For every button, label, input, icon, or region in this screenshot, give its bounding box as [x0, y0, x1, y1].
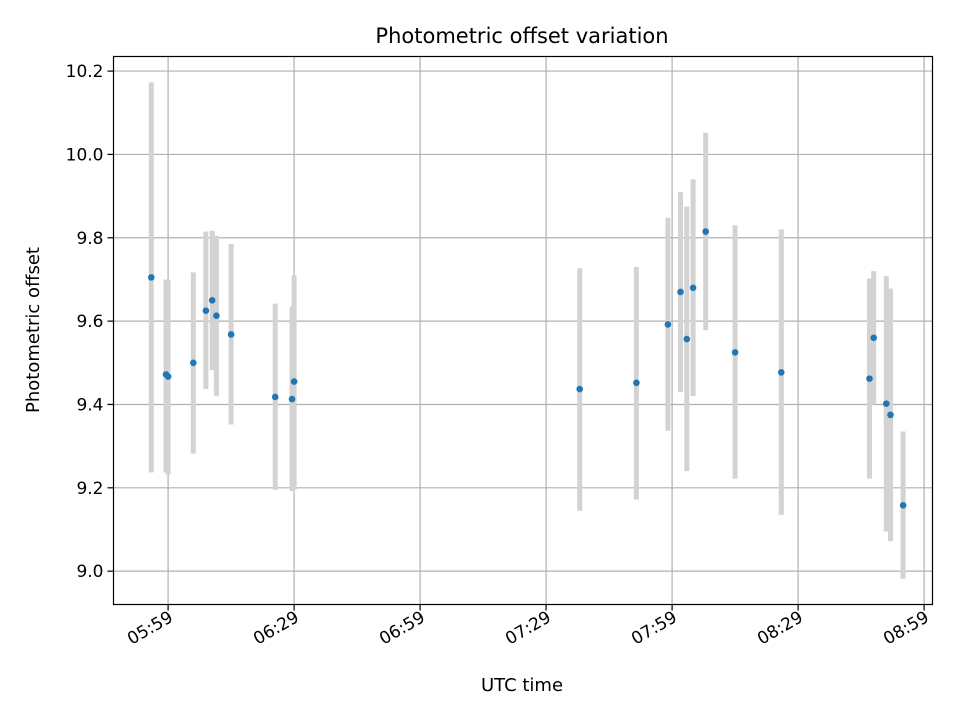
- data-point: [870, 334, 877, 342]
- x-tick-label: 05:59: [124, 608, 176, 650]
- data-point: [202, 307, 210, 315]
- x-axis-label: UTC time: [481, 675, 563, 696]
- x-tick-label: 07:29: [502, 608, 554, 650]
- data-point: [190, 359, 197, 367]
- y-tick-label: 10.0: [66, 145, 104, 165]
- chart-title: Photometric offset variation: [375, 24, 668, 48]
- data-points: [148, 228, 907, 509]
- data-point: [731, 349, 739, 356]
- x-tick-label: 06:59: [376, 608, 428, 650]
- data-point: [689, 284, 697, 292]
- data-point: [633, 379, 640, 387]
- data-point: [702, 228, 709, 235]
- data-point: [213, 312, 220, 320]
- y-tick-label: 10.2: [66, 62, 104, 82]
- y-tick-label: 9.0: [76, 562, 103, 582]
- y-tick-label: 9.8: [76, 229, 103, 249]
- data-point: [899, 502, 907, 509]
- data-point: [664, 321, 672, 328]
- y-tick-label: 9.2: [76, 479, 103, 499]
- data-point: [883, 400, 890, 407]
- x-axis: 05:59 06:29 06:59 07:29 07:59 08:29 08:59: [124, 604, 933, 650]
- y-axis-label: Photometric offset: [23, 247, 44, 413]
- y-tick-label: 9.6: [76, 312, 103, 332]
- data-point: [208, 296, 216, 304]
- data-point: [576, 385, 583, 393]
- data-point: [866, 375, 873, 382]
- x-tick-label: 07:59: [628, 608, 680, 650]
- y-tick-label: 9.4: [76, 395, 103, 415]
- data-point: [778, 369, 785, 376]
- data-point: [148, 274, 155, 281]
- error-bars: [148, 82, 906, 579]
- data-point: [164, 373, 172, 380]
- x-tick-label: 06:29: [250, 608, 302, 650]
- x-tick-label: 08:59: [880, 608, 932, 650]
- data-point: [227, 331, 235, 338]
- data-point: [677, 288, 684, 296]
- data-point: [271, 393, 279, 401]
- data-point: [288, 395, 296, 403]
- x-tick-label: 08:29: [754, 608, 806, 650]
- data-point: [290, 378, 298, 385]
- grid: [113, 56, 933, 605]
- data-point: [683, 335, 691, 343]
- y-axis: 9.0 9.2 9.4 9.6 9.8 10.0 10.2: [66, 62, 114, 582]
- data-point: [887, 411, 894, 419]
- plot-frame: [112, 55, 934, 606]
